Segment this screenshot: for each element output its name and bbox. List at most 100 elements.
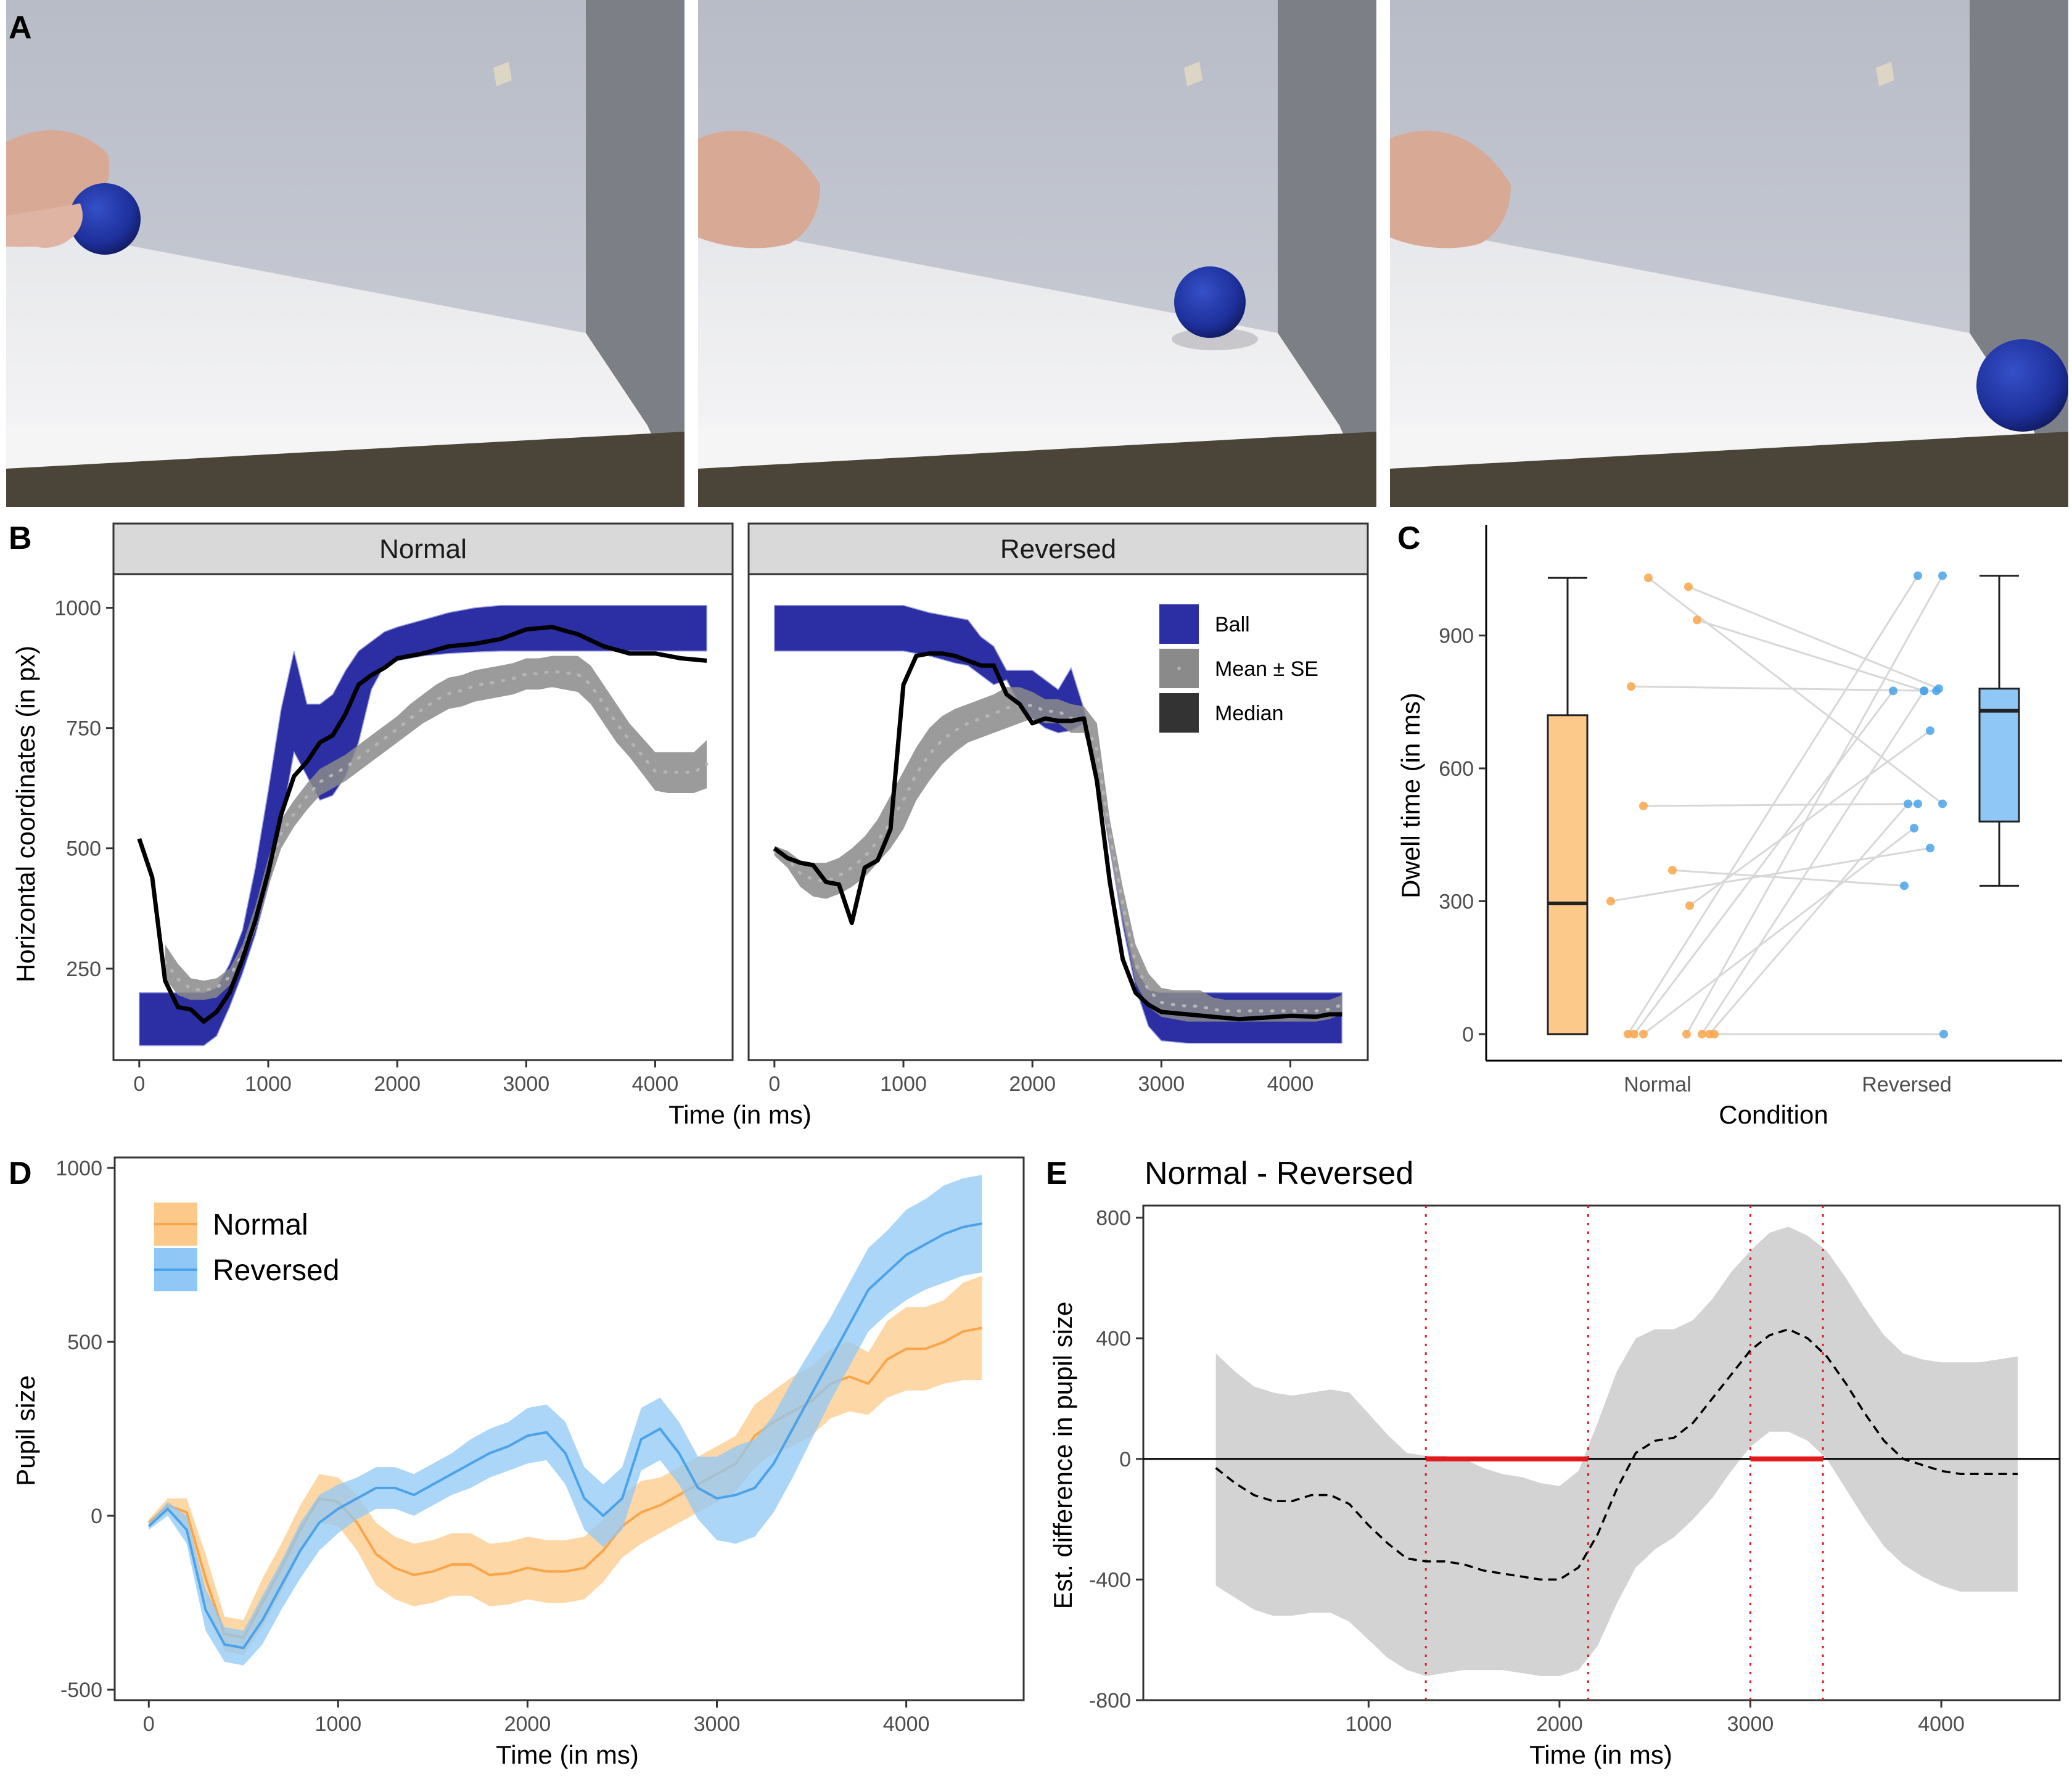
x-axis-title-b: Time (in ms)	[668, 1100, 812, 1129]
chart-title-e: Normal - Reversed	[1145, 1156, 1413, 1191]
e-xtick-label-2000: 2000	[1536, 1712, 1583, 1736]
photo-3	[1390, 0, 2068, 507]
b-normal-xtick-label-1000: 1000	[245, 1072, 292, 1096]
point-normal	[1639, 1029, 1648, 1038]
d-ytick-label--500: -500	[60, 1679, 102, 1702]
panel-c: C 0 300 600 900 Normal Reversed Condition Dwe…	[1396, 520, 2062, 1129]
d-xtick-label-1000: 1000	[315, 1712, 362, 1736]
b-normal-xtick-label-4000: 4000	[632, 1072, 679, 1096]
pair-line	[1688, 586, 1939, 690]
marks-c	[1547, 571, 2020, 1038]
strip-label-normal: Normal	[379, 534, 467, 564]
e-ytick-label--400: -400	[1089, 1568, 1131, 1592]
axes-b: 0 1000 2000 3000 4000 250 500 750 1000 0 1000 2000 3…	[54, 597, 1314, 1096]
ball-icon	[1976, 339, 2068, 432]
ball-icon	[1174, 266, 1246, 338]
marks-normal	[137, 604, 709, 1046]
point-reversed	[1926, 844, 1934, 853]
box-reversed	[1978, 688, 2020, 823]
gaze-median-line-reversed	[773, 651, 1342, 1022]
pair-line	[1633, 690, 1894, 1035]
strip-label-reversed: Reversed	[1000, 534, 1116, 564]
panel-label-b: B	[9, 520, 32, 556]
c-xtick-label-normal: Normal	[1624, 1073, 1692, 1096]
ball-band-reversed	[774, 604, 1342, 1044]
d-xtick-label-3000: 3000	[694, 1712, 741, 1736]
x-axis-title-c: Condition	[1719, 1100, 1828, 1129]
c-ytick-label-900: 900	[1439, 625, 1474, 648]
d-ytick-label-500: 500	[67, 1331, 102, 1354]
e-xtick-label-1000: 1000	[1345, 1712, 1392, 1736]
gaze-median-line-normal	[137, 625, 707, 1024]
point-reversed	[1904, 799, 1912, 808]
estimated-difference-line	[1215, 1328, 2018, 1581]
point-normal	[1639, 802, 1648, 811]
difference-ci-band	[1215, 1227, 2018, 1676]
b-ytick-label-750: 750	[66, 717, 101, 741]
d-xtick-label-4000: 4000	[883, 1712, 930, 1736]
legend-key-median	[1159, 693, 1199, 733]
panel-b: B Normal Reversed 0 1000 2000 3000 4000 250 50…	[9, 520, 1369, 1129]
photo-1	[6, 0, 684, 507]
axes-d: 0 1000 2000 3000 4000 -500 0 500 1000	[56, 1157, 929, 1736]
panel-label-a: A	[9, 10, 32, 46]
c-xtick-label-reversed: Reversed	[1862, 1073, 1952, 1096]
x-axis-title-d: Time (in ms)	[496, 1740, 639, 1769]
point-reversed	[1920, 686, 1928, 696]
box-normal	[1547, 714, 1589, 1035]
e-ytick-label-0: 0	[1119, 1448, 1131, 1471]
pair-line	[1643, 827, 1915, 1035]
ci-band-normal	[149, 1275, 982, 1655]
point-normal	[1627, 682, 1635, 691]
axes-e: 1000 2000 3000 4000 -800 -400 0 400 800	[1089, 1207, 1965, 1736]
point-reversed	[1914, 799, 1922, 808]
legend-label-normal: Normal	[213, 1209, 308, 1241]
point-normal	[1668, 866, 1677, 875]
e-xtick-label-4000: 4000	[1918, 1712, 1965, 1736]
point-reversed	[1939, 1029, 1948, 1038]
pair-line	[1630, 685, 1937, 692]
ball-icon	[69, 183, 141, 255]
panel-label-c: C	[1397, 520, 1421, 556]
legend-label-ball: Ball	[1215, 613, 1250, 636]
hand-icon	[698, 130, 820, 249]
c-ytick-label-300: 300	[1439, 890, 1474, 913]
y-axis-title-e: Est. difference in pupil size	[1048, 1302, 1077, 1610]
legend-b: Ball Mean ± SE Median	[1159, 604, 1318, 733]
facet-normal: Normal	[112, 522, 734, 1061]
b-reversed-xtick-label-4000: 4000	[1267, 1072, 1314, 1096]
gaze-se-band-reversed	[774, 687, 1342, 1022]
point-normal	[1682, 1029, 1691, 1038]
x-axis-title-e: Time (in ms)	[1529, 1740, 1672, 1769]
point-normal	[1685, 901, 1694, 910]
point-normal	[1693, 615, 1701, 625]
pair-line	[1701, 690, 1925, 1035]
panel-a: A	[6, 0, 2068, 507]
point-reversed	[1889, 686, 1897, 696]
b-normal-xtick-label-0: 0	[133, 1072, 145, 1096]
e-xtick-label-3000: 3000	[1727, 1712, 1774, 1736]
pair-line	[1696, 619, 1925, 692]
point-normal	[1644, 574, 1653, 583]
b-reversed-xtick-label-1000: 1000	[880, 1072, 927, 1096]
b-reversed-xtick-label-2000: 2000	[1009, 1072, 1056, 1096]
legend-key-mean-dot	[1177, 667, 1181, 670]
b-reversed-xtick-label-3000: 3000	[1138, 1072, 1185, 1096]
point-normal	[1710, 1029, 1719, 1038]
pair-line	[1708, 803, 1909, 1035]
e-ytick-label-400: 400	[1096, 1327, 1131, 1350]
facet-reversed: Reversed	[747, 522, 1369, 1061]
pair-line	[1643, 802, 1918, 807]
point-reversed	[1938, 571, 1947, 580]
b-ytick-label-250: 250	[66, 958, 101, 981]
hand-icon	[1390, 130, 1511, 249]
point-reversed	[1926, 726, 1934, 735]
point-reversed	[1910, 823, 1918, 832]
b-reversed-xtick-label-0: 0	[768, 1072, 780, 1096]
c-ytick-label-600: 600	[1439, 757, 1474, 781]
point-normal	[1606, 897, 1615, 906]
point-normal	[1684, 582, 1693, 591]
pair-line	[1689, 730, 1931, 906]
legend-key-ball	[1159, 604, 1199, 644]
